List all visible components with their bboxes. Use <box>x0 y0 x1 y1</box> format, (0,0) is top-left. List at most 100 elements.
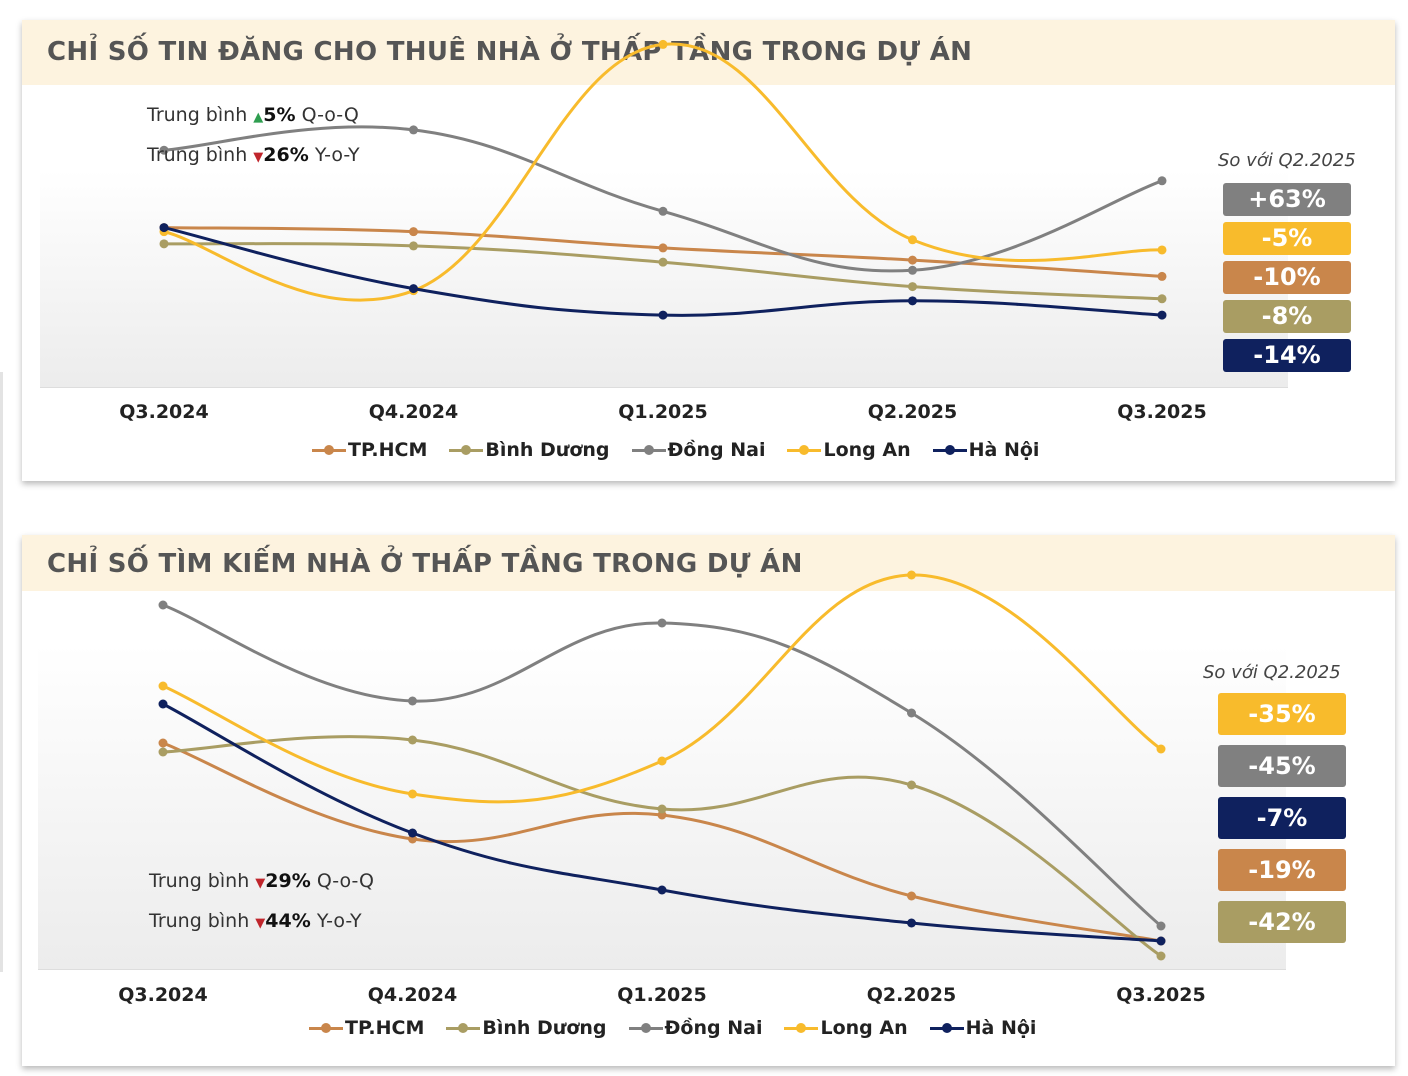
data-point-binhduong-Q1.2025 <box>658 257 668 267</box>
compare-label: So với Q2.2025 <box>1203 662 1341 683</box>
data-point-dongnai-Q4.2024 <box>408 696 417 706</box>
data-point-dongnai-Q3.2025 <box>1157 176 1167 186</box>
data-point-binhduong-Q2.2025 <box>908 282 917 292</box>
data-point-dongnai-Q3.2024 <box>159 145 169 155</box>
data-point-dongnai-Q1.2025 <box>657 618 667 628</box>
data-point-hcm-Q3.2024 <box>158 738 168 748</box>
change-badge-binhduong: -42% <box>1218 901 1346 943</box>
legend-swatch <box>628 1022 663 1034</box>
data-point-longan-Q1.2025 <box>657 756 667 766</box>
data-point-binhduong-Q3.2025 <box>1156 951 1166 961</box>
change-badge-dongnai: -45% <box>1218 745 1346 787</box>
avg-qoq-note: Trung bình ▼29% Q-o-Q <box>149 870 374 892</box>
legend-swatch <box>449 444 484 456</box>
series-binhduong <box>159 239 1167 304</box>
legend-swatch <box>787 444 822 456</box>
data-point-dongnai-Q4.2024 <box>409 125 418 135</box>
legend-swatch <box>446 1022 481 1034</box>
down-triangle-icon: ▼ <box>255 876 266 891</box>
left-edge-divider <box>0 372 3 972</box>
change-badge-hcm: -19% <box>1218 849 1346 891</box>
chart-title: CHỈ SỐ TIN ĐĂNG CHO THUÊ NHÀ Ở THẤP TẦNG… <box>47 37 973 67</box>
avg-yoy-note: Trung bình ▼26% Y-o-Y <box>147 144 360 166</box>
data-point-dongnai-Q1.2025 <box>658 206 668 216</box>
down-triangle-icon: ▼ <box>253 150 264 165</box>
legend-item-longan: Long An <box>787 439 911 461</box>
series-dongnai <box>158 600 1166 931</box>
panel-header: CHỈ SỐ TÌM KIẾM NHÀ Ở THẤP TẦNG TRONG DỰ… <box>22 535 1395 591</box>
legend-swatch <box>929 1022 964 1034</box>
data-point-binhduong-Q3.2025 <box>1157 294 1167 304</box>
series-hanoi <box>158 699 1166 946</box>
data-point-hcm-Q3.2025 <box>1157 271 1167 281</box>
listing-index-panel: CHỈ SỐ TIN ĐĂNG CHO THUÊ NHÀ Ở THẤP TẦNG… <box>22 20 1395 481</box>
x-tick-label: Q1.2025 <box>618 401 707 423</box>
data-point-binhduong-Q3.2024 <box>158 747 168 757</box>
series-line-longan <box>161 573 1163 804</box>
data-point-hanoi-Q4.2024 <box>408 828 417 838</box>
change-badge-hanoi: -14% <box>1223 339 1351 372</box>
panel-header: CHỈ SỐ TIN ĐĂNG CHO THUÊ NHÀ Ở THẤP TẦNG… <box>22 20 1395 85</box>
chart-legend: TP.HCM Bình Dương Đồng Nai Long An Hà Nộ… <box>309 1017 1036 1039</box>
legend-swatch <box>784 1022 819 1034</box>
data-point-hanoi-Q4.2024 <box>409 284 418 294</box>
data-point-dongnai-Q2.2025 <box>907 708 916 718</box>
legend-item-dongnai: Đồng Nai <box>631 439 765 461</box>
data-point-hanoi-Q3.2024 <box>158 699 168 709</box>
legend-item-hanoi: Hà Nội <box>929 1017 1036 1039</box>
data-point-dongnai-Q3.2025 <box>1156 921 1166 931</box>
series-hcm <box>159 223 1167 281</box>
listing-index-line-chart: Q3.2024 Q4.2024 Q1.2025 Q2.2025 Q3.2025 <box>40 39 1288 423</box>
change-badge-hcm: -10% <box>1223 261 1351 294</box>
data-point-hcm-Q2.2025 <box>908 255 917 265</box>
series-hanoi <box>159 223 1167 320</box>
plot-area <box>40 170 1288 388</box>
legend-item-hcm: TP.HCM <box>309 1017 424 1039</box>
legend-item-dongnai: Đồng Nai <box>628 1017 762 1039</box>
avg-qoq-note: Trung bình ▲5% Q-o-Q <box>147 104 359 126</box>
series-dongnai <box>159 125 1167 275</box>
change-badge-dongnai: +63% <box>1223 183 1351 216</box>
x-tick-label: Q2.2025 <box>868 401 957 423</box>
legend-item-binhduong: Bình Dương <box>449 439 610 461</box>
data-point-hanoi-Q1.2025 <box>657 885 667 895</box>
series-longan <box>158 570 1166 804</box>
data-point-hanoi-Q2.2025 <box>908 296 917 306</box>
data-point-longan-Q2.2025 <box>908 235 917 245</box>
data-point-longan-Q3.2025 <box>1157 245 1167 255</box>
data-point-hcm-Q1.2025 <box>658 243 668 253</box>
data-point-longan-Q1.2025 <box>658 39 668 49</box>
avg-yoy-note: Trung bình ▼44% Y-o-Y <box>149 910 362 932</box>
data-point-hanoi-Q2.2025 <box>907 918 916 928</box>
data-point-hanoi-Q3.2025 <box>1156 936 1166 946</box>
data-point-hanoi-Q3.2024 <box>159 223 169 233</box>
change-badge-hanoi: -7% <box>1218 797 1346 839</box>
data-point-dongnai-Q2.2025 <box>908 265 917 275</box>
data-point-hanoi-Q3.2025 <box>1157 310 1167 320</box>
search-index-line-chart: Q3.2024 Q4.2024 Q1.2025 Q2.2025 Q3.2025 <box>38 570 1286 1006</box>
chart-legend: TP.HCM Bình Dương Đồng Nai Long An Hà Nộ… <box>312 439 1039 461</box>
change-badge-binhduong: -8% <box>1223 300 1351 333</box>
change-badge-longan: -35% <box>1218 693 1346 735</box>
legend-item-binhduong: Bình Dương <box>446 1017 607 1039</box>
data-point-binhduong-Q2.2025 <box>907 780 916 790</box>
x-tick-label: Q3.2025 <box>1116 984 1205 1006</box>
x-tick-label: Q1.2025 <box>617 984 706 1006</box>
data-point-hcm-Q2.2025 <box>907 891 916 901</box>
chart-title: CHỈ SỐ TÌM KIẾM NHÀ Ở THẤP TẦNG TRONG DỰ… <box>47 549 803 579</box>
data-point-binhduong-Q4.2024 <box>408 735 417 745</box>
down-triangle-icon: ▼ <box>255 916 266 931</box>
legend-swatch <box>309 1022 343 1034</box>
change-badge-longan: -5% <box>1223 222 1351 255</box>
legend-item-hanoi: Hà Nội <box>932 439 1039 461</box>
search-index-panel: CHỈ SỐ TÌM KIẾM NHÀ Ở THẤP TẦNG TRONG DỰ… <box>22 535 1395 1066</box>
data-point-hanoi-Q1.2025 <box>658 310 668 320</box>
legend-item-hcm: TP.HCM <box>312 439 427 461</box>
data-point-dongnai-Q3.2024 <box>158 600 168 610</box>
x-tick-label: Q4.2024 <box>368 984 457 1006</box>
compare-label: So với Q2.2025 <box>1218 150 1356 171</box>
data-point-longan-Q2.2025 <box>907 570 916 580</box>
up-triangle-icon: ▲ <box>253 110 264 125</box>
data-point-longan-Q4.2024 <box>408 789 417 799</box>
x-tick-label: Q4.2024 <box>369 401 458 423</box>
